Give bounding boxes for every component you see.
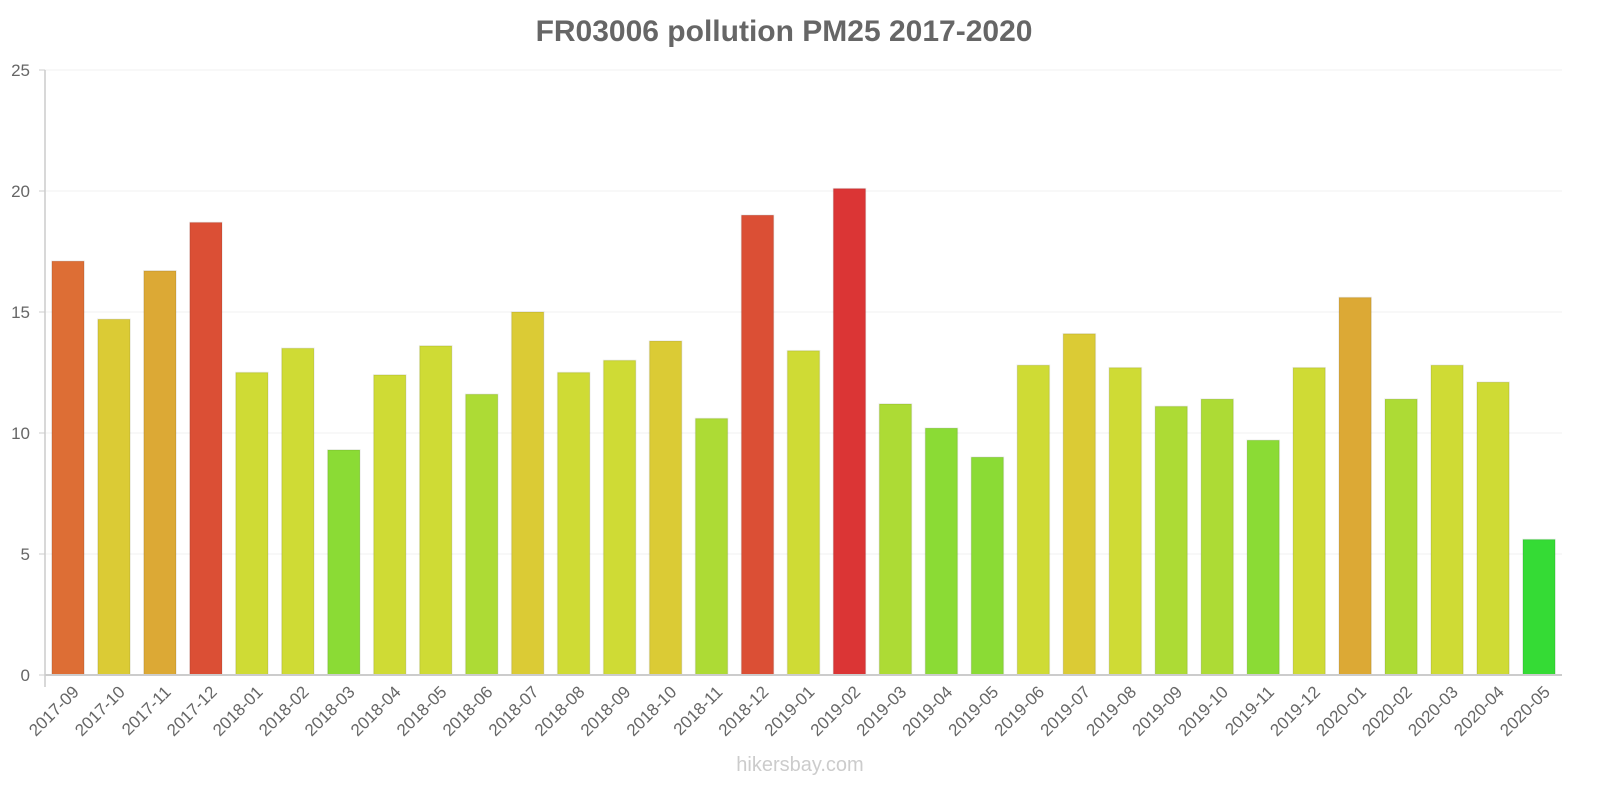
chart-title: FR03006 pollution PM25 2017-2020 <box>535 15 1033 48</box>
y-tick-label: 25 <box>11 61 30 80</box>
bar: 2019-04: 10.2 <box>924 427 959 676</box>
bar: 2019-01: 13.4 <box>786 349 821 676</box>
x-tick-label: 2018-08 <box>531 682 589 740</box>
y-tick-label: 5 <box>21 545 30 564</box>
x-tick-label: 2019-08 <box>1083 682 1141 740</box>
x-tick-label: 2018-05 <box>393 682 451 740</box>
bar: 2018-08: 12.5 <box>556 371 591 676</box>
bar: 2018-05: 13.6 <box>418 345 453 676</box>
x-tick-label: 2019-09 <box>1129 682 1187 740</box>
bar: 2018-04: 12.4 <box>372 374 407 676</box>
bar: 2018-10: 13.8 <box>648 340 683 676</box>
x-tick-label: 2018-12 <box>715 682 773 740</box>
bar: 2018-03: 9.3 <box>326 449 361 676</box>
x-tick-label: 2019-02 <box>807 682 865 740</box>
bar: 2017-09: 17.1 <box>51 260 85 676</box>
x-tick-label: 2018-07 <box>485 682 543 740</box>
bar: 2018-11: 10.6 <box>694 417 729 676</box>
bar: 2020-02: 11.4 <box>1384 398 1418 676</box>
x-tick-label: 2018-02 <box>255 682 313 740</box>
bar: 2017-12: 18.7 <box>189 221 223 676</box>
x-tick-label: 2017-09 <box>25 682 83 740</box>
bar: 2020-03: 12.8 <box>1430 364 1464 676</box>
bar: 2019-09: 11.1 <box>1154 405 1189 676</box>
bar: 2019-08: 12.7 <box>1108 366 1143 676</box>
bar: 2018-09: 13 <box>602 359 637 676</box>
x-tick-label: 2019-07 <box>1037 682 1095 740</box>
x-tick-label: 2020-01 <box>1312 682 1370 740</box>
bar: 2020-04: 12.1 <box>1476 381 1510 676</box>
bar: 2018-06: 11.6 <box>464 393 499 676</box>
x-tick-label: 2017-10 <box>71 682 129 740</box>
x-tick-label: 2020-04 <box>1450 682 1508 740</box>
x-tick-label: 2018-06 <box>439 682 497 740</box>
x-tick-label: 2019-10 <box>1175 682 1233 740</box>
bar: 2019-10: 11.4 <box>1200 398 1235 676</box>
bar: 2020-01: 15.6 <box>1338 296 1372 676</box>
x-tick-label: 2019-03 <box>853 682 911 740</box>
bar: 2019-06: 12.8 <box>1016 364 1051 676</box>
bar: 2020-05: 5.6 <box>1522 538 1556 676</box>
x-tick-label: 2018-04 <box>347 682 405 740</box>
x-tick-label: 2017-12 <box>163 682 221 740</box>
x-tick-label: 2020-03 <box>1404 682 1462 740</box>
x-tick-label: 2019-06 <box>991 682 1049 740</box>
bar: 2017-10: 14.7 <box>97 318 131 676</box>
bar: 2019-05: 9 <box>970 456 1005 676</box>
x-tick-label: 2020-02 <box>1358 682 1416 740</box>
x-tick-label: 2018-01 <box>209 682 267 740</box>
x-tick-label: 2019-12 <box>1266 682 1324 740</box>
y-tick-label: 20 <box>11 182 30 201</box>
bar: 2019-11: 9.7 <box>1246 439 1281 676</box>
bar: 2019-02: 20.1 <box>832 187 867 676</box>
bar: 2019-12: 12.7 <box>1292 366 1327 676</box>
bar: 2019-07: 14.1 <box>1062 333 1097 676</box>
bar: 2018-12: 19 <box>740 214 775 676</box>
bar: 2017-11: 16.7 <box>143 270 177 676</box>
bar: 2018-01: 12.5 <box>235 371 269 676</box>
bar: 2018-07: 15 <box>510 311 545 676</box>
bar: 2018-02: 13.5 <box>280 347 315 676</box>
x-tick-label: 2019-01 <box>761 682 819 740</box>
x-tick-label: 2018-10 <box>623 682 681 740</box>
bar: 2019-03: 11.2 <box>878 403 913 676</box>
x-tick-label: 2020-05 <box>1496 682 1554 740</box>
x-tick-label: 2019-04 <box>899 682 957 740</box>
y-tick-label: 0 <box>21 666 30 685</box>
x-tick-label: 2018-03 <box>301 682 359 740</box>
x-tick-label: 2019-05 <box>945 682 1003 740</box>
x-tick-label: 2018-09 <box>577 682 635 740</box>
y-tick-label: 10 <box>11 424 30 443</box>
watermark: hikersbay.com <box>736 754 864 776</box>
y-tick-label: 15 <box>11 303 30 322</box>
